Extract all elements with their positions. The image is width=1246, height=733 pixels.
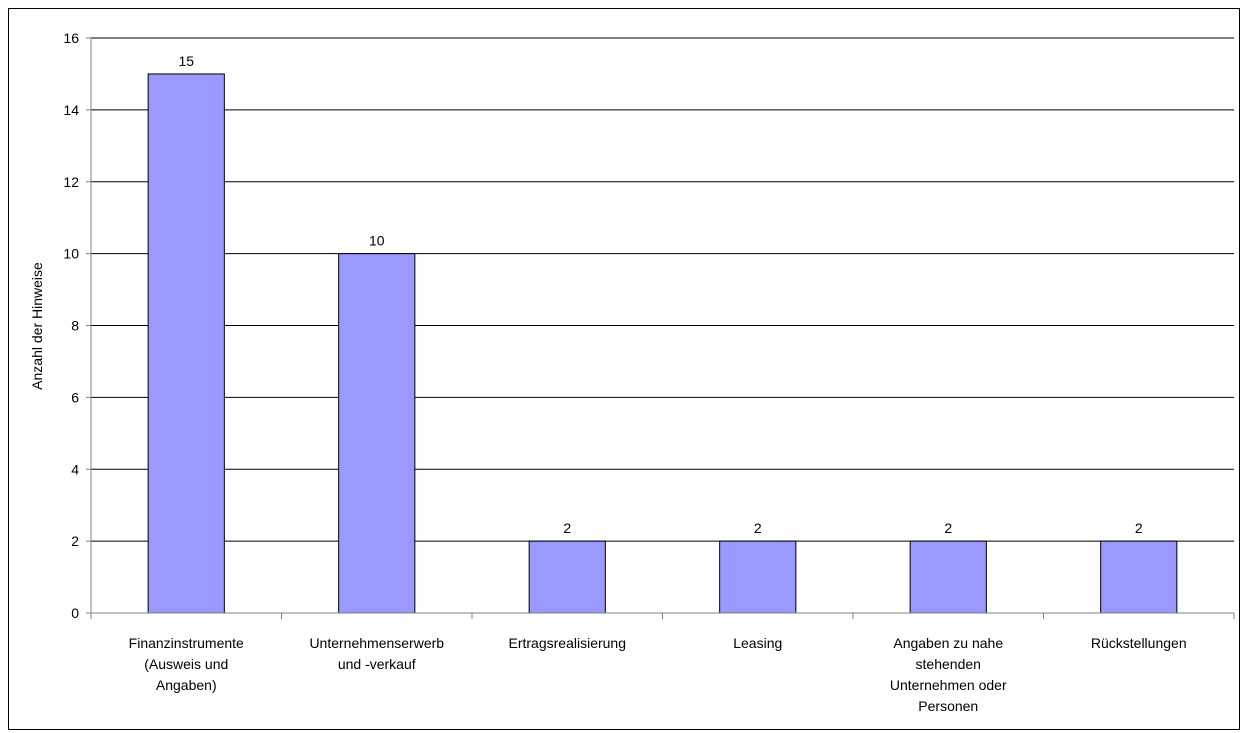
category-label-line: Ertragsrealisierung — [509, 635, 627, 651]
category-label-line: Unternehmenserwerb — [309, 635, 444, 651]
gridlines — [91, 37, 1234, 542]
data-label: 2 — [754, 520, 762, 536]
category-label-line: Leasing — [733, 635, 782, 651]
x-category-label: Ertragsrealisierung — [509, 635, 627, 651]
bar — [528, 540, 606, 614]
bar — [909, 540, 987, 614]
y-tick-label: 6 — [71, 389, 79, 405]
y-tick-label: 4 — [71, 461, 79, 477]
category-label-line: Finanzinstrumente — [129, 635, 244, 651]
y-tick-label: 8 — [71, 318, 79, 334]
data-label: 2 — [1135, 520, 1143, 536]
y-axis-title: Anzahl der Hinweise — [29, 262, 45, 390]
category-label-line: Angaben zu nahe — [893, 635, 1003, 651]
bar — [1100, 540, 1178, 614]
x-category-label: Angaben zu nahe stehenden Unternehmen oder… — [890, 635, 1007, 714]
x-category-label: Unternehmenserwerb und -verkauf — [309, 635, 444, 672]
data-labels: 15 10 2 2 2 2 — [178, 53, 1142, 536]
category-label-line: stehenden — [916, 656, 981, 672]
category-label-line: Unternehmen oder — [890, 677, 1007, 693]
category-label-line: Rückstellungen — [1091, 635, 1187, 651]
y-tick-label: 14 — [63, 102, 79, 118]
category-label-line: und -verkauf — [338, 656, 416, 672]
data-label: 10 — [369, 233, 385, 249]
data-label: 15 — [178, 53, 194, 69]
axes — [86, 37, 1235, 619]
bar — [147, 73, 225, 614]
y-tick-label: 16 — [63, 30, 79, 46]
x-category-label: Leasing — [733, 635, 782, 651]
bars — [147, 73, 1178, 614]
y-tick-label: 0 — [71, 605, 79, 621]
category-label-line: Angaben) — [156, 677, 217, 693]
bar — [719, 540, 797, 614]
y-tick-label: 12 — [63, 174, 79, 190]
data-label: 2 — [563, 520, 571, 536]
category-label-line: (Ausweis und — [144, 656, 228, 672]
category-label-line: Personen — [918, 698, 978, 714]
y-tick-label: 10 — [63, 246, 79, 262]
y-tick-labels: 0 2 4 6 8 10 12 14 16 — [63, 30, 79, 621]
y-tick-label: 2 — [71, 533, 79, 549]
x-category-label: Rückstellungen — [1091, 635, 1187, 651]
data-label: 2 — [944, 520, 952, 536]
x-category-labels: Finanzinstrumente (Ausweis und Angaben) Unt… — [129, 635, 1187, 714]
x-category-label: Finanzinstrumente (Ausweis und Angaben) — [129, 635, 244, 693]
bar — [338, 253, 416, 614]
